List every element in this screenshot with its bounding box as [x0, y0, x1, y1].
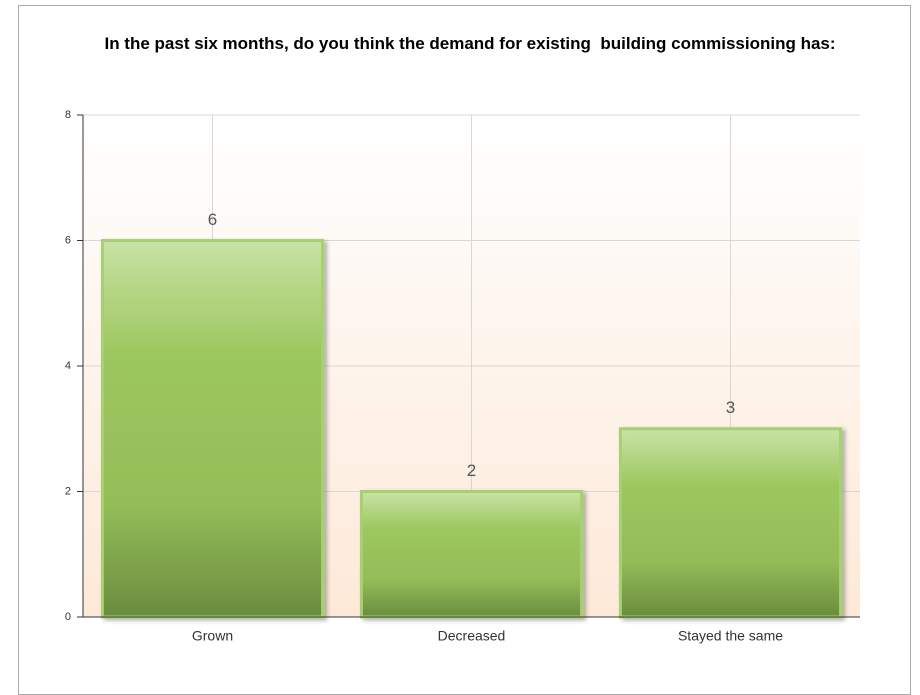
- value-label: 2: [467, 461, 476, 480]
- x-tick-label: Grown: [192, 628, 233, 644]
- value-label: 3: [726, 398, 735, 417]
- y-tick-label: 6: [65, 234, 71, 246]
- y-tick-label: 0: [65, 611, 71, 623]
- bar: [618, 427, 843, 619]
- bar: [359, 490, 584, 619]
- x-tick-label: Decreased: [438, 628, 506, 644]
- chart-title: In the past six months, do you think the…: [104, 34, 836, 53]
- y-tick-label: 4: [65, 360, 71, 372]
- chart: 0 2 4 6 8 Grown 6 Decreased 2 Stayed the same 3: [65, 109, 860, 644]
- bar: [100, 239, 325, 619]
- y-tick-label: 8: [65, 109, 71, 121]
- value-label: 6: [208, 210, 217, 229]
- x-tick-label: Stayed the same: [678, 628, 783, 644]
- y-tick-label: 2: [65, 485, 71, 497]
